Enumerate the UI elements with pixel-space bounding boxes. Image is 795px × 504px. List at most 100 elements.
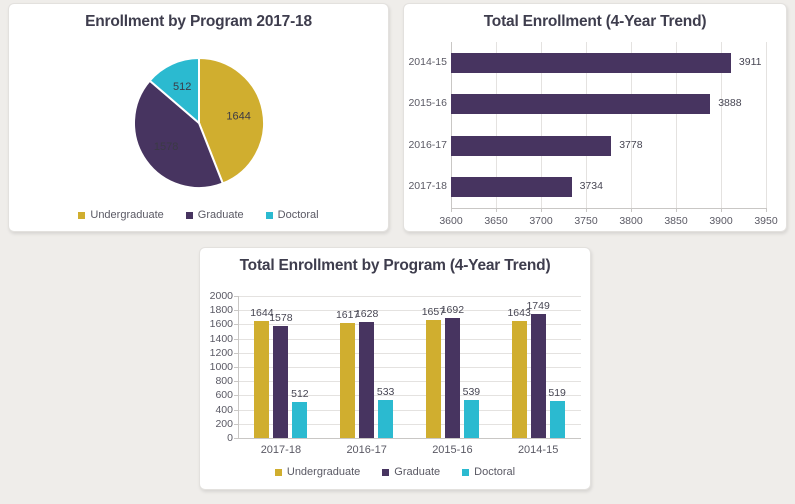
axis-tick (234, 367, 238, 368)
axis-tick-label: 1600 (209, 318, 233, 331)
grid-line (238, 423, 581, 425)
bar (425, 320, 441, 438)
axis-tick (451, 208, 452, 212)
bar-value-label: 1617 (335, 309, 360, 322)
grid-line (238, 367, 581, 368)
axis-tick (234, 423, 238, 425)
category-label: 2015-16 (408, 97, 447, 110)
bar-value-label: 3734 (579, 180, 603, 193)
pie-slice-label: 512 (173, 81, 191, 93)
grid-line (721, 42, 722, 208)
axis-tick (721, 208, 722, 212)
axis-tick-label: 200 (215, 417, 233, 430)
bar-value-label: 1644 (250, 307, 274, 320)
pie-chart-card: Enrollment by Program 2017-18 1644 1578 51… (8, 3, 389, 232)
legend-swatch (382, 468, 390, 476)
axis-tick-label: 1000 (209, 361, 233, 373)
axis-tick (234, 352, 238, 354)
pie-chart-title: Enrollment by Program 2017-18 (85, 13, 312, 30)
axis-tick (676, 208, 677, 212)
bar-value-label: 3778 (619, 138, 643, 151)
bar (463, 399, 479, 438)
axis-tick-label: 800 (215, 375, 233, 388)
pie-slice-doctoral (148, 57, 200, 124)
legend-item: Doctoral (265, 209, 319, 221)
hbar-chart-title: Total Enrollment (4-Year Trend) (483, 13, 707, 30)
axis-tick (586, 208, 587, 212)
grid-line (238, 324, 581, 326)
category-label: 2014-15 (408, 55, 447, 68)
bar (273, 325, 289, 438)
grid-line (238, 352, 581, 354)
category-label: 2014-15 (517, 444, 559, 456)
bar-value-label: 1692 (440, 303, 465, 316)
axis-tick-label: 3650 (484, 215, 508, 227)
axis-tick (234, 395, 238, 397)
axis-tick-label: 3850 (664, 215, 688, 227)
axis-tick (234, 381, 238, 383)
legend-swatch (78, 211, 86, 219)
legend-item: Doctoral (462, 466, 515, 478)
pie-slice-label: 1578 (154, 141, 178, 153)
grid-line (238, 296, 581, 297)
grid-line (586, 42, 587, 208)
bar-value-label: 1749 (526, 299, 550, 312)
axis-tick-label: 3700 (529, 215, 553, 227)
pie-slice-label: 1644 (226, 110, 250, 122)
grid-line (676, 42, 677, 208)
bar-value-label: 1628 (354, 308, 379, 321)
legend-item: Undergraduate (78, 209, 164, 221)
bar (254, 321, 270, 438)
bar-value-label: 533 (376, 386, 395, 399)
category-label: 2017-18 (260, 444, 302, 456)
pie-chart-canvas: 1644 1578 512 (9, 4, 388, 231)
x-axis-line (238, 438, 581, 439)
bar-value-label: 539 (462, 385, 481, 398)
pie-slice-undergraduate (198, 57, 265, 185)
category-label: 2017-18 (408, 180, 447, 193)
x-axis-line (451, 208, 766, 209)
legend-swatch (265, 211, 273, 219)
axis-tick-label: 3800 (619, 215, 643, 227)
bar (340, 323, 356, 438)
vbar-chart-legend: Undergraduate Graduate Doctoral (200, 466, 590, 478)
category-label: 2016-17 (346, 444, 387, 456)
axis-tick (234, 296, 238, 297)
axis-tick-label: 400 (215, 403, 233, 416)
grid-line (238, 409, 581, 411)
axis-tick-label: 3750 (574, 215, 598, 227)
axis-tick-label: 600 (215, 389, 233, 402)
axis-tick-label: 3600 (439, 215, 463, 227)
axis-tick (541, 208, 542, 212)
category-label: 2016-17 (408, 138, 447, 151)
axis-tick-label: 1400 (209, 332, 233, 345)
legend-item: Undergraduate (274, 466, 360, 478)
grid-line (238, 381, 581, 383)
axis-tick (234, 324, 238, 326)
legend-label: Doctoral (277, 209, 319, 221)
legend-swatch (185, 211, 193, 219)
bar (451, 52, 731, 73)
grid-line (766, 42, 767, 208)
category-label: 2015-16 (432, 444, 473, 456)
legend-label: Graduate (394, 466, 441, 478)
hbar-chart-canvas: 3600 3650 3700 3750 3800 3850 3900 3950 2014-15 3… (404, 4, 786, 231)
axis-tick (234, 310, 238, 312)
hbar-chart-card: Total Enrollment (4-Year Trend) 3600 3650… (403, 3, 787, 232)
grid-line (238, 395, 581, 397)
bar-value-label: 512 (291, 387, 309, 400)
bar (549, 401, 565, 438)
pie-slice-graduate (133, 79, 224, 189)
legend-swatch (462, 468, 470, 476)
bar-value-label: 1657 (421, 306, 446, 319)
bar (378, 400, 394, 438)
vbar-chart-canvas: 0 200 400 600 800 1000 1200 1400 1600 1800 2000 201… (200, 248, 590, 489)
bar-value-label: 3888 (718, 97, 742, 110)
axis-tick (496, 208, 497, 212)
bar (451, 94, 711, 115)
bar-value-label: 1643 (507, 307, 531, 320)
axis-tick-label: 3900 (709, 215, 733, 227)
grid-line (238, 310, 581, 312)
pie-chart-legend: Undergraduate Graduate Doctoral (9, 209, 388, 221)
axis-tick (234, 409, 238, 411)
